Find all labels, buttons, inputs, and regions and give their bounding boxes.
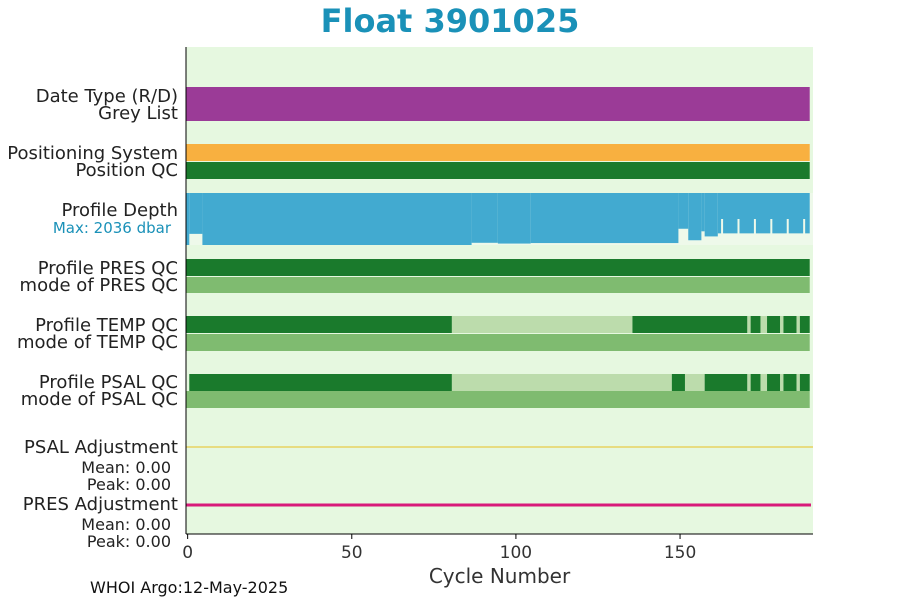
label-pres-peak: Peak: 0.00 [86,532,171,551]
profile-psal-qc-segment [671,374,685,391]
profile-depth-gap [737,219,740,245]
profile-temp-qc-segment [632,316,748,333]
label-mode-psal-qc: mode of PSAL QC [20,389,178,410]
label-profile-temp-qc: Profile TEMP QC [35,315,178,336]
label-psal-peak: Peak: 0.00 [86,475,171,494]
profile-psal-qc-segment [684,374,705,391]
profile-depth-gap [721,219,724,245]
x-axis-label: Cycle Number [428,564,571,588]
label-profile-pres-qc: Profile PRES QC [37,258,178,279]
profile-temp-qc-segment [783,316,797,333]
profile-temp-qc-segment [780,316,784,333]
chart-title: Float 3901025 [320,2,580,40]
profile-psal-qc-segment [780,374,784,391]
profile-psal-qc-segment [783,374,797,391]
profile-depth-gap [786,219,789,245]
footer-text: WHOI Argo:12-May-2025 [90,578,289,597]
label-pres-adjustment: PRES Adjustment [22,494,178,515]
profile-depth-bar [704,193,718,237]
profile-psal-qc-segment [451,374,672,391]
label-max-depth: Max: 2036 dbar [52,219,171,237]
profile-depth-bar [701,193,705,232]
x-tick-label: 100 [500,543,532,563]
date-type-segment [186,87,810,121]
profile-depth-bar [202,193,472,245]
label-positioning-system: Positioning System [7,143,178,164]
profile-psal-qc-segment [189,374,452,391]
mode-psal-qc-segment [186,391,810,408]
profile-depth-gap [770,219,773,245]
positioning-segment [186,144,810,161]
mode-temp-qc-segment [186,334,810,351]
label-psal-mean: Mean: 0.00 [81,458,171,477]
profile-depth-bar [678,193,689,229]
profile-depth-bar [530,193,679,244]
profile-depth-bar [717,193,810,234]
label-pres-mean: Mean: 0.00 [81,515,171,534]
label-date-type: Date Type (R/D) [35,86,178,107]
profile-depth-bar [471,193,498,243]
profile-temp-qc-segment [747,316,751,333]
profile-temp-qc-segment [451,316,633,333]
profile-temp-qc-segment [799,316,810,333]
x-tick-label: 0 [182,543,193,563]
label-mode-pres-qc: mode of PRES QC [19,275,178,296]
profile-depth-bar [189,193,203,234]
profile-temp-qc-segment [767,316,781,333]
profile-depth-bar [186,193,190,245]
mode-pres-qc-segment [186,277,810,293]
label-profile-psal-qc: Profile PSAL QC [38,372,178,393]
profile-depth-bar [688,193,702,241]
x-tick-label: 150 [664,543,696,563]
profile-depth-bar [497,193,531,244]
profile-psal-qc-segment [750,374,761,391]
profile-temp-qc-segment [186,316,452,333]
profile-temp-qc-segment [796,316,800,333]
profile-psal-qc-segment [760,374,768,391]
profile-depth-gap [753,219,756,245]
label-profile-depth: Profile Depth [61,200,178,221]
profile-psal-qc-segment [767,374,781,391]
label-grey-list: Grey List [98,103,178,124]
profile-depth-gap [803,219,806,245]
label-psal-adjustment: PSAL Adjustment [23,437,178,458]
profile-psal-qc-segment [799,374,810,391]
profile-psal-qc-segment [796,374,800,391]
label-mode-temp-qc: mode of TEMP QC [16,332,178,353]
label-position-qc: Position QC [75,160,178,181]
profile-temp-qc-segment [750,316,761,333]
profile-psal-qc-segment [747,374,751,391]
position-qc-segment [186,162,810,179]
x-tick-label: 50 [341,543,363,563]
profile-psal-qc-segment [704,374,748,391]
profile-temp-qc-segment [760,316,768,333]
profile-pres-qc-segment [186,259,810,276]
